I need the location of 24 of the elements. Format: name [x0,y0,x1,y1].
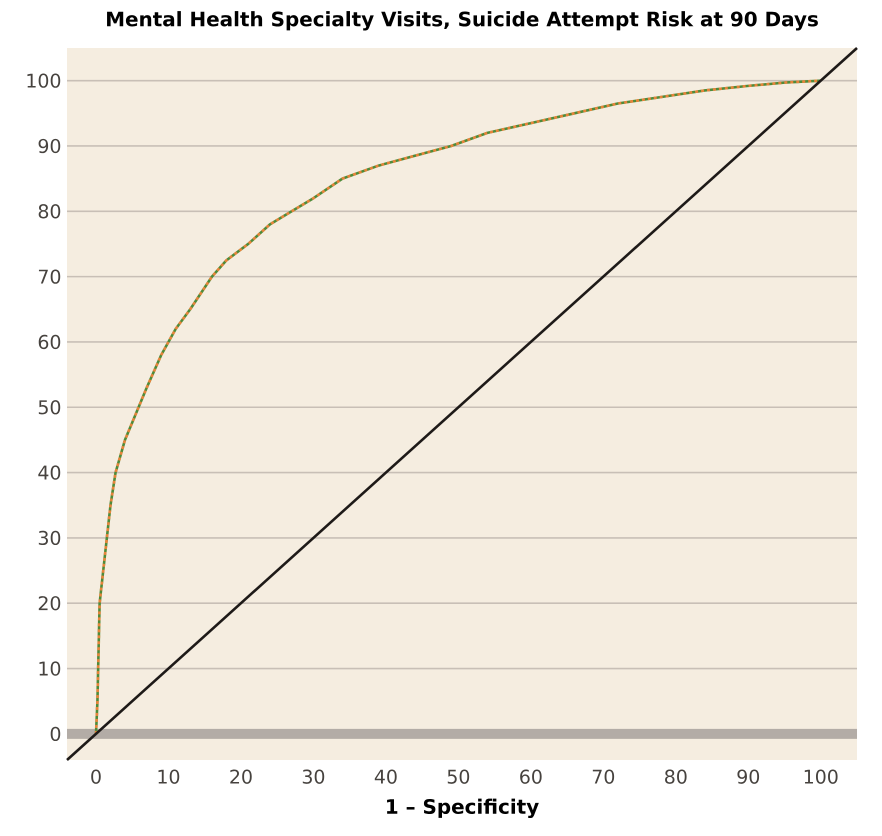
x-tick-label: 50 [448,770,470,784]
x-tick-label: 20 [230,770,252,784]
y-tick-label: 30 [38,530,60,546]
y-tick-label: 60 [38,334,60,350]
y-tick-label: 80 [38,204,60,218]
x-tick-label: 90 [737,770,760,784]
x-axis-title: 1 – Specificity [387,798,539,818]
x-tick-label: 70 [592,770,614,784]
y-tick-label: 90 [38,138,60,154]
x-tick-label: 80 [665,770,687,784]
y-tick-label: 20 [38,596,60,610]
x-tick-label: 40 [374,770,397,784]
y-tick-label: 40 [38,465,60,480]
y-tick-label: 10 [39,661,60,676]
y-tick-label: 100 [27,73,60,88]
x-tick-label: 30 [302,770,324,784]
y-tick-label: 0 [50,726,60,742]
y-tick-label: 50 [38,400,60,414]
x-tick-label: 0 [91,770,101,784]
x-tick-label: 100 [804,770,838,784]
chart-title: Mental Health Specialty Visits, Suicide Attempt Risk at 90 Days [107,11,818,31]
x-tick-label: 60 [520,770,542,784]
y-tick-label: 70 [38,269,60,284]
x-tick-label: 10 [158,770,180,784]
